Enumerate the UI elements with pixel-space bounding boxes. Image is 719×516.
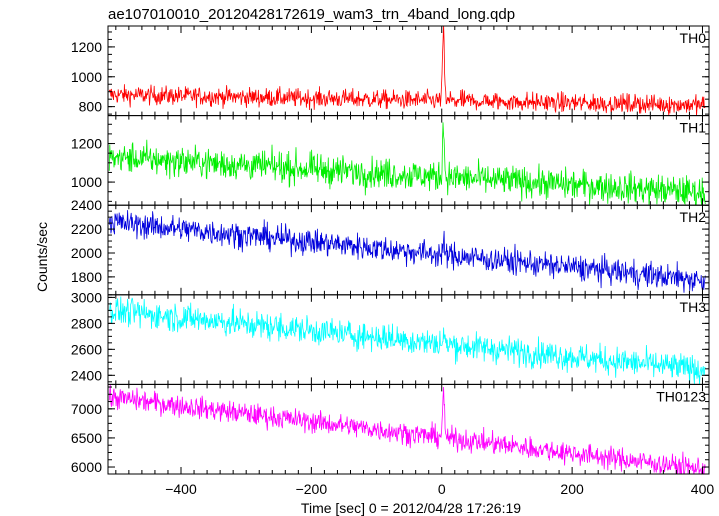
panel-label: TH0123 — [656, 388, 706, 404]
panel-label: TH1 — [680, 120, 707, 136]
panel-th3: 2400 2600 2800 3000 TH3 — [71, 289, 710, 385]
y-tick-label: 1000 — [71, 69, 102, 85]
panel-label: TH0 — [680, 30, 707, 46]
series-line-th0 — [108, 26, 706, 116]
panel-th0123: 6000 6500 7000 TH0123 — [71, 383, 710, 475]
x-tick-label: −400 — [165, 481, 197, 497]
series-line-th1 — [108, 122, 706, 206]
y-tick-label: 2200 — [71, 221, 102, 237]
y-tick-label: 2400 — [71, 367, 102, 383]
panel-label: TH2 — [680, 209, 707, 225]
y-axis-label: Counts/sec — [34, 222, 50, 292]
chart-title: ae107010010_20120428172619_wam3_trn_4ban… — [108, 6, 515, 23]
y-tick-label: 1200 — [71, 136, 102, 152]
y-tick-label: 1200 — [71, 39, 102, 55]
x-tick-label: 400 — [691, 481, 715, 497]
panel-frame — [107, 383, 710, 475]
chart-panels: 80010001200TH010001200TH1180020002200240… — [71, 25, 715, 497]
y-tick-label: 800 — [79, 99, 103, 115]
x-tick-label: 200 — [560, 481, 584, 497]
series-line-th0123 — [108, 384, 706, 474]
x-axis-label: Time [sec] 0 = 2012/04/28 17:26:19 — [301, 500, 521, 516]
series-line-th3 — [108, 296, 706, 385]
y-tick-label: 2400 — [71, 197, 102, 213]
y-tick-label: 2600 — [71, 341, 102, 357]
y-tick-label: 3000 — [71, 289, 102, 305]
panel-frame — [107, 204, 710, 296]
panel-frame — [107, 294, 710, 385]
series-line-th2 — [108, 210, 706, 293]
y-tick-label: 2800 — [71, 315, 102, 331]
y-tick-label: 6000 — [71, 459, 102, 475]
y-tick-label: 7000 — [71, 401, 102, 417]
panel-label: TH3 — [680, 299, 707, 315]
panel-th2: 1800 2000 2200 2400 TH2 — [71, 197, 710, 296]
y-tick-label: 1800 — [71, 269, 102, 285]
y-tick-label: 1000 — [71, 174, 102, 190]
x-tick-label: −200 — [296, 481, 328, 497]
x-tick-label: 0 — [438, 481, 446, 497]
y-tick-label: 2000 — [71, 245, 102, 261]
panel-th1: 1000 1200 TH1 — [71, 115, 710, 206]
panel-th0: 800 1000 1200 TH0 — [71, 25, 710, 117]
y-tick-label: 6500 — [71, 430, 102, 446]
